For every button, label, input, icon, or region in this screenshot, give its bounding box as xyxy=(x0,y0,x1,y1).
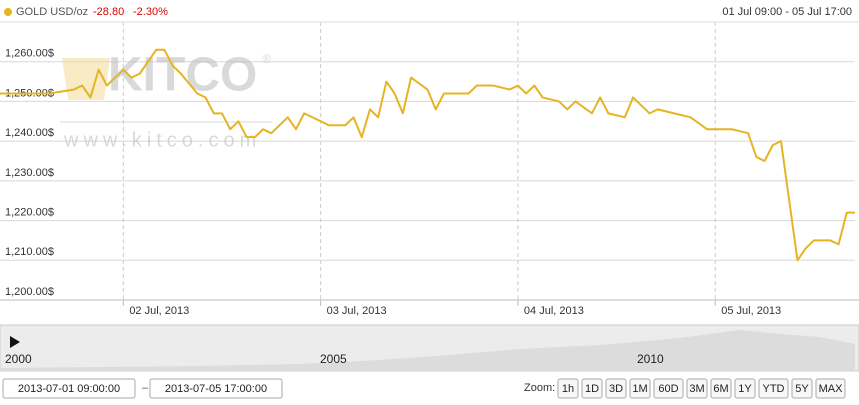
x-tick-label: 05 Jul, 2013 xyxy=(721,305,781,317)
navigator-label: 2010 xyxy=(637,352,664,366)
zoom-button-box[interactable] xyxy=(605,378,627,399)
watermark: KITCO ® www.kitco.com xyxy=(60,49,272,151)
zoom-button[interactable]: 5Y xyxy=(791,378,813,399)
zoom-button[interactable]: YTD xyxy=(758,378,789,399)
zoom-button[interactable]: 1Y xyxy=(734,378,756,399)
zoom-button-box[interactable] xyxy=(581,378,603,399)
zoom-button-box[interactable] xyxy=(758,378,789,399)
range-separator: – xyxy=(142,382,149,394)
date-range: 01 Jul 09:00 - 05 Jul 17:00 xyxy=(722,6,852,18)
y-tick-label: 1,230.00$ xyxy=(5,167,54,179)
navigator-label: 2005 xyxy=(320,352,347,366)
zoom-button-label[interactable]: 3M xyxy=(689,383,704,395)
logo-mark: ® xyxy=(262,52,271,66)
change-percent: -2.30% xyxy=(133,6,168,18)
logo-url: www.kitco.com xyxy=(63,129,261,151)
zoom-button[interactable]: 6M xyxy=(710,378,732,399)
zoom-label: Zoom: xyxy=(524,382,555,394)
zoom-button[interactable]: 1D xyxy=(581,378,603,399)
zoom-button-box[interactable] xyxy=(791,378,813,399)
instrument: GOLD USD/oz xyxy=(16,6,88,18)
navigator-area xyxy=(0,330,855,370)
zoom-button[interactable]: 1h xyxy=(557,378,579,399)
zoom-button-label[interactable]: 3D xyxy=(609,383,623,395)
legend-marker xyxy=(4,8,12,16)
zoom-button-box[interactable] xyxy=(815,378,846,399)
zoom-button-box[interactable] xyxy=(734,378,756,399)
date-input[interactable]: 2013-07-05 17:00:00 xyxy=(149,378,283,399)
navigator-label: 2000 xyxy=(5,352,32,366)
zoom-button-label[interactable]: 5Y xyxy=(795,383,809,395)
zoom-button-label[interactable]: MAX xyxy=(819,383,844,395)
zoom-button-box[interactable] xyxy=(653,378,684,399)
zoom-button-box[interactable] xyxy=(629,378,651,399)
x-tick-label: 04 Jul, 2013 xyxy=(524,305,584,317)
x-tick-label: 02 Jul, 2013 xyxy=(129,305,189,317)
play-icon[interactable] xyxy=(10,336,20,348)
navigator xyxy=(0,324,859,372)
y-tick-label: 1,220.00$ xyxy=(5,206,54,218)
zoom-button[interactable]: MAX xyxy=(815,378,846,399)
price-line xyxy=(0,48,855,262)
zoom-button-label[interactable]: 60D xyxy=(658,383,678,395)
y-tick-label: 1,210.00$ xyxy=(5,246,54,258)
y-tick-label: 1,260.00$ xyxy=(5,48,54,60)
date-input-text[interactable]: 2013-07-01 09:00:00 xyxy=(18,383,120,395)
zoom-button[interactable]: 60D xyxy=(653,378,684,399)
zoom-button-label[interactable]: 1D xyxy=(585,383,599,395)
zoom-button-box[interactable] xyxy=(686,378,708,399)
y-tick-label: 1,240.00$ xyxy=(5,127,54,139)
zoom-button[interactable]: 3M xyxy=(686,378,708,399)
zoom-button[interactable]: 3D xyxy=(605,378,627,399)
zoom-button-box[interactable] xyxy=(557,378,579,399)
zoom-button-label[interactable]: 6M xyxy=(713,383,728,395)
zoom-button[interactable]: 1M xyxy=(629,378,651,399)
date-input-box[interactable] xyxy=(149,378,283,399)
change: -28.80 xyxy=(93,6,124,18)
date-input[interactable]: 2013-07-01 09:00:00 xyxy=(2,378,136,399)
zoom-button-box[interactable] xyxy=(710,378,732,399)
zoom-button-label[interactable]: YTD xyxy=(763,383,785,395)
x-tick-label: 03 Jul, 2013 xyxy=(327,305,387,317)
zoom-button-label[interactable]: 1Y xyxy=(738,383,752,395)
zoom-button-label[interactable]: 1M xyxy=(632,383,647,395)
date-input-text[interactable]: 2013-07-05 17:00:00 xyxy=(165,383,267,395)
date-input-box[interactable] xyxy=(2,378,136,399)
zoom-button-label[interactable]: 1h xyxy=(562,383,574,395)
y-tick-label: 1,200.00$ xyxy=(5,286,54,298)
